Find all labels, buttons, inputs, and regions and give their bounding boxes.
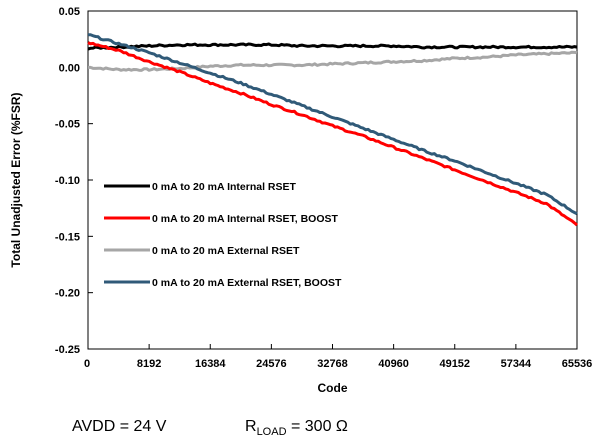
y-tick-label: -0.05 (55, 119, 80, 131)
x-tick-labels: 0 8192 16384 24576 32768 40960 49152 57344 65536 (84, 358, 592, 370)
y-tick-label: 0.05 (59, 6, 80, 18)
chart: 0.05 0.00 -0.05 -0.10 -0.15 -0.20 -0.25 0 8192 1… (9, 6, 592, 395)
y-tick-label: 0.00 (59, 62, 80, 74)
y-tick-labels: 0.05 0.00 -0.05 -0.10 -0.15 -0.20 -0.25 (55, 6, 80, 356)
y-tick-label: -0.10 (55, 175, 80, 187)
x-tick-label: 16384 (195, 358, 226, 370)
series-line (87, 33, 578, 216)
series-line (88, 50, 578, 72)
y-tick-label: -0.15 (55, 231, 80, 243)
x-tick-label: 57344 (501, 358, 532, 370)
x-tick-label: 49152 (439, 358, 470, 370)
x-tick-label: 32768 (317, 358, 348, 370)
avdd-text: AVDD = 24 V (72, 418, 167, 435)
x-tick-label: 0 (84, 358, 90, 370)
y-tick-label: -0.20 (55, 288, 80, 300)
caption-rload: RLOAD = 300 Ω (245, 418, 348, 438)
y-axis-label: Total Unadjusted Error (%FSR) (9, 92, 23, 267)
rload-symbol: R (245, 418, 257, 435)
legend-box (100, 175, 412, 295)
legend-label: 0 mA to 20 mA External RSET (152, 245, 300, 257)
legend-label: 0 mA to 20 mA Internal RSET (152, 181, 297, 193)
legend-label: 0 mA to 20 mA Internal RSET, BOOST (152, 213, 339, 225)
series-lines (87, 33, 578, 227)
axis-ticks (87, 10, 578, 350)
legend-label: 0 mA to 20 mA External RSET, BOOST (152, 277, 342, 289)
series-line (87, 42, 578, 51)
series-line (87, 41, 578, 227)
x-tick-label: 8192 (137, 358, 161, 370)
caption-avdd: AVDD = 24 V (72, 418, 166, 436)
x-tick-label: 40960 (378, 358, 409, 370)
legend: 0 mA to 20 mA Internal RSET 0 mA to 20 mA… (100, 175, 412, 295)
x-axis-label: Code (318, 381, 348, 395)
x-tick-label: 24576 (256, 358, 287, 370)
rload-value: = 300 Ω (286, 418, 348, 435)
rload-subscript: LOAD (256, 426, 287, 439)
x-tick-label: 65536 (562, 358, 593, 370)
y-tick-label: -0.25 (55, 344, 80, 356)
